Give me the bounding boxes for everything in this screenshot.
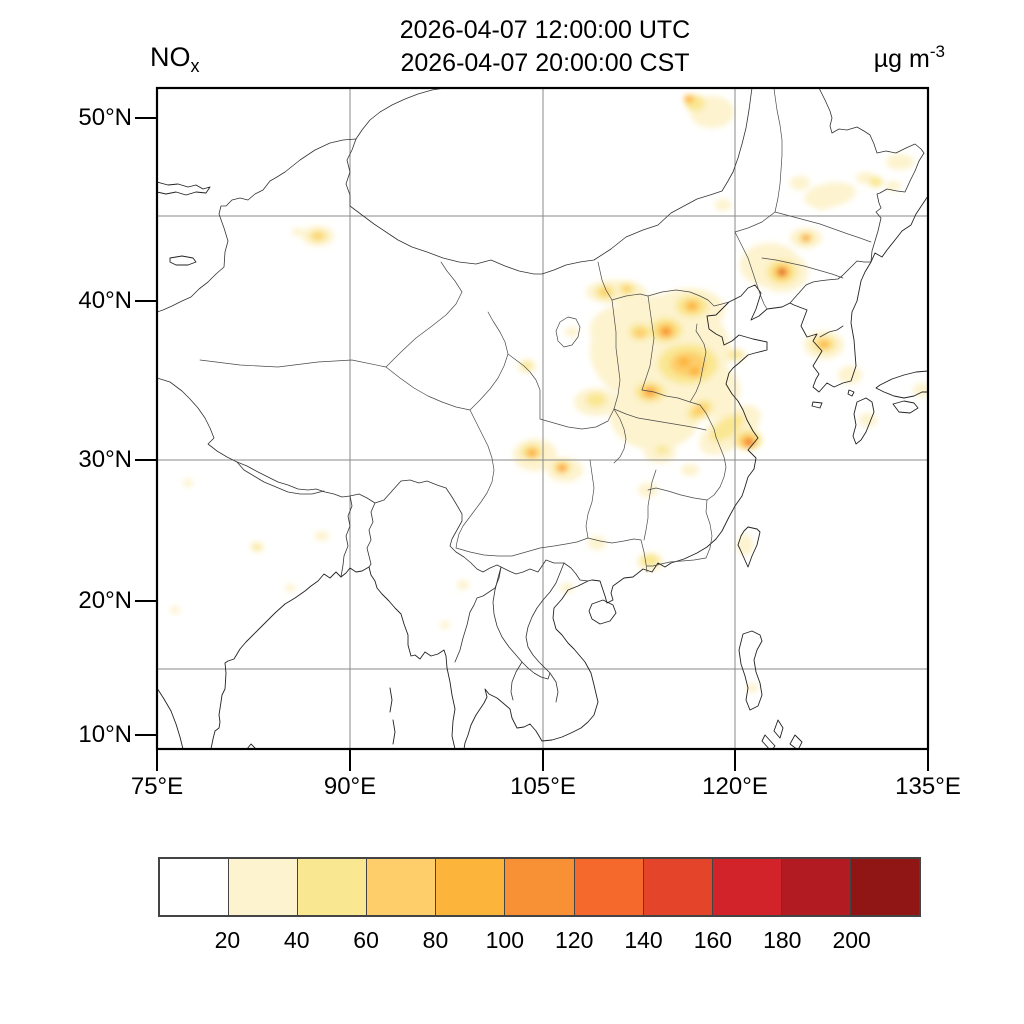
colorbar-tick-label: 140 — [624, 927, 663, 953]
pollution-blob — [859, 413, 877, 427]
x-tick-label: 105°E — [510, 773, 576, 800]
x-tick-label: 75°E — [130, 773, 184, 800]
pollution-blob — [813, 198, 831, 210]
species-base: NO — [150, 42, 191, 72]
colorbar — [158, 857, 921, 917]
pollution-blob — [678, 357, 690, 367]
y-tick-label: 20°N — [78, 587, 132, 614]
title-line-utc: 2026-04-07 12:00:00 UTC — [399, 16, 691, 44]
colorbar-tick-label: 200 — [832, 927, 871, 953]
colorbar-cell — [505, 859, 575, 915]
x-tick-label: 120°E — [702, 773, 768, 800]
pollution-blob — [715, 199, 731, 211]
pollution-blob — [838, 366, 862, 384]
y-tick-label: 30°N — [78, 446, 132, 473]
colorbar-cell — [436, 859, 506, 915]
pollution-blob — [590, 305, 660, 355]
pollution-blob — [684, 95, 694, 103]
colorbar-cell — [574, 859, 644, 915]
lake-outlines — [157, 181, 211, 266]
species-subscript: x — [190, 56, 200, 76]
pollution-blob — [183, 479, 193, 487]
colorbar-tick-label: 20 — [214, 927, 241, 953]
pollution-blob — [664, 330, 668, 334]
graticule-gridlines — [157, 88, 928, 749]
pollution-blob — [681, 464, 699, 476]
units-exponent: -3 — [929, 42, 945, 61]
colorbar-tick-label: 60 — [353, 927, 379, 953]
pollution-blob — [687, 302, 697, 310]
units-base: µg m — [873, 45, 930, 73]
colorbar-tick-label: 160 — [693, 927, 733, 953]
pollution-blob — [913, 383, 928, 397]
pollution-blob — [634, 328, 646, 338]
pollution-blob — [522, 362, 532, 370]
pollution-blob — [440, 621, 450, 629]
species-label: NOx — [150, 42, 200, 77]
colorbar-cell — [367, 859, 437, 915]
pollution-blob — [565, 327, 579, 337]
island-outlines — [246, 370, 928, 749]
colorbar-cell — [229, 859, 299, 915]
colorbar-tick-label: 180 — [763, 927, 802, 953]
pollution-blob — [709, 414, 745, 442]
axis-tick-marks — [135, 117, 929, 771]
colorbar-tick-label: 100 — [485, 927, 524, 953]
y-tick-label: 40°N — [78, 287, 132, 314]
pollution-blob — [692, 404, 708, 416]
y-tick-label: 50°N — [78, 104, 132, 131]
pollution-blob — [623, 286, 631, 292]
pollution-blob — [588, 536, 606, 550]
pollution-blob — [313, 233, 323, 239]
province-borders — [199, 88, 872, 573]
y-tick-label: 10°N — [78, 721, 132, 748]
pollution-blob — [170, 606, 180, 614]
pollution-blob — [790, 176, 810, 190]
coastlines — [157, 195, 928, 749]
colorbar-tick-label: 40 — [283, 927, 310, 953]
pollution-blob — [748, 441, 752, 445]
x-tick-label: 90°E — [323, 773, 377, 800]
pollution-blob — [292, 228, 304, 236]
pollution-blob — [737, 534, 753, 556]
pollution-blob — [285, 584, 295, 592]
pollution-blob — [802, 235, 810, 241]
pollution-blob — [641, 554, 659, 566]
pollution-blob — [529, 451, 535, 455]
pollution-blob — [559, 466, 565, 470]
colorbar-cell — [298, 859, 368, 915]
pollution-blob — [869, 177, 883, 187]
units-label: µg m-3 — [790, 42, 945, 74]
pollution-blob — [253, 544, 261, 550]
pollution-blob — [646, 389, 654, 395]
country-borders — [157, 88, 925, 703]
pollution-blob — [885, 181, 901, 191]
pollution-blob — [315, 531, 329, 541]
colorbar-tick-label: 80 — [422, 927, 449, 953]
x-tick-label: 135°E — [895, 773, 961, 800]
colorbar-cell — [643, 859, 713, 915]
colorbar-cell — [712, 859, 782, 915]
pollution-blob — [560, 583, 574, 593]
pollution-field-layer — [170, 95, 928, 693]
pollution-blob — [600, 288, 610, 296]
plot-title: 2026-04-07 12:00:00 UTC 2026-04-07 20:00… — [262, 14, 828, 80]
pollution-blob — [779, 270, 783, 274]
pollution-blob — [886, 154, 914, 170]
colorbar-cell — [160, 859, 230, 915]
colorbar-tick-label: 120 — [554, 927, 594, 953]
pollution-blob — [746, 683, 758, 693]
pollution-blob — [586, 393, 606, 407]
pollution-blob — [457, 580, 469, 590]
title-line-cst: 2026-04-07 20:00:00 CST — [400, 49, 690, 77]
colorbar-cell — [850, 859, 920, 915]
pollution-blob — [656, 446, 668, 454]
colorbar-cell — [781, 859, 851, 915]
pollution-blob — [689, 367, 701, 377]
pollution-blob — [820, 342, 828, 348]
